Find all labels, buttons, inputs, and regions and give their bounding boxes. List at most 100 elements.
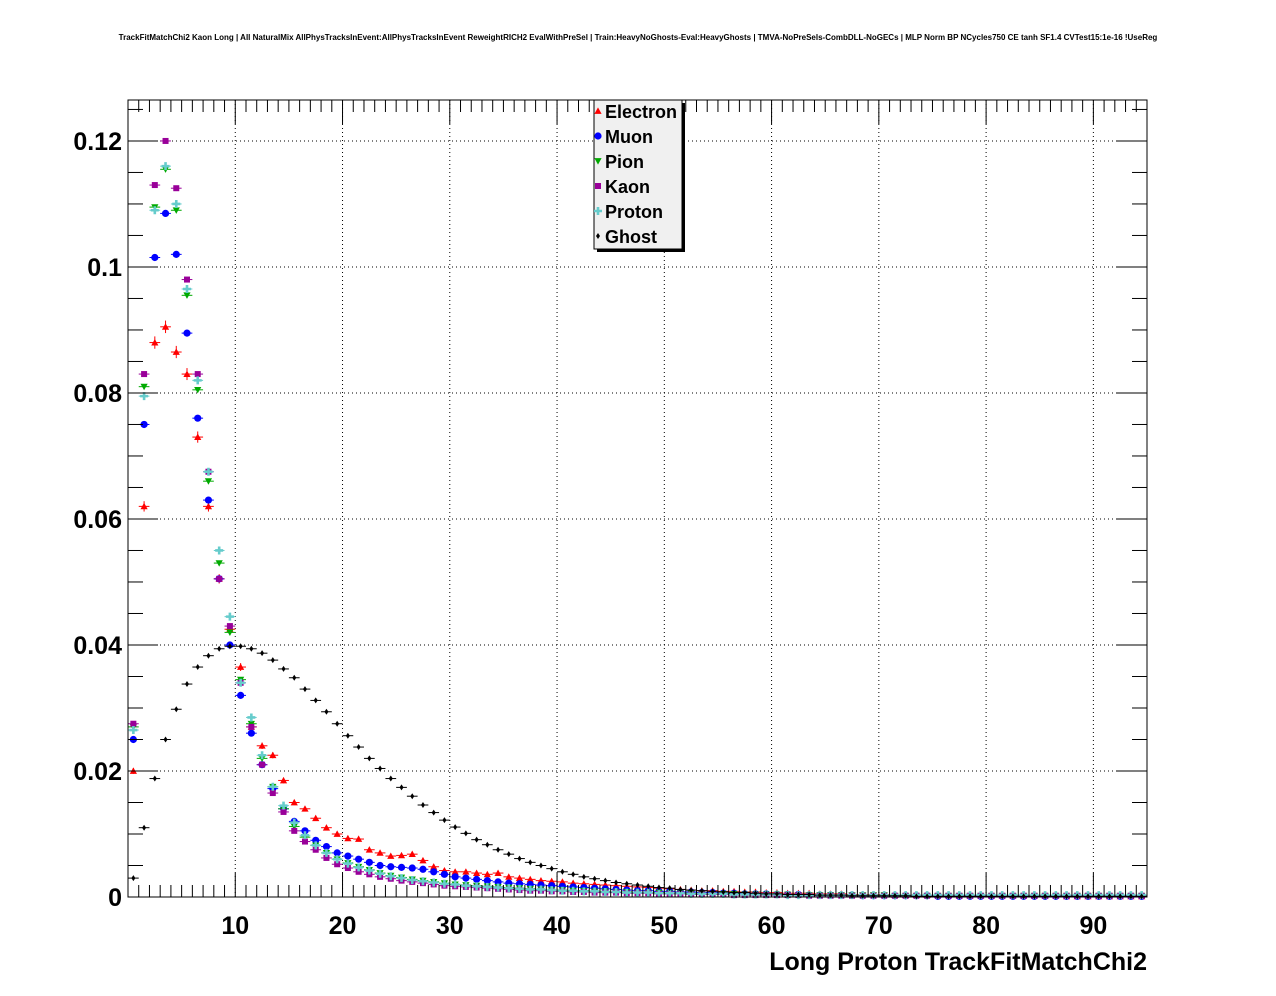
data-point: [558, 886, 567, 895]
data-point: [290, 823, 298, 831]
data-point: [1096, 893, 1101, 900]
data-point: [496, 846, 501, 853]
data-point: [408, 850, 416, 858]
data-point: [654, 889, 663, 898]
data-point: [269, 751, 277, 759]
data-point: [710, 888, 715, 895]
data-point: [451, 880, 460, 889]
data-point: [291, 827, 298, 834]
data-point: [386, 872, 395, 881]
data-point: [687, 889, 696, 898]
data-point: [237, 663, 245, 670]
x-tick-label: 60: [758, 912, 786, 940]
data-point: [494, 883, 503, 892]
legend-label-ghost: Ghost: [605, 227, 657, 247]
data-point: [248, 723, 255, 730]
data-point: [387, 852, 395, 859]
data-point: [130, 720, 137, 727]
data-point: [537, 877, 545, 884]
data-point: [378, 765, 383, 772]
data-point: [300, 831, 309, 840]
data-point: [451, 868, 459, 875]
data-point: [785, 891, 790, 898]
x-tick-label: 90: [1079, 912, 1107, 940]
data-point: [322, 824, 331, 831]
data-point: [172, 207, 180, 214]
data-point: [410, 793, 415, 800]
data-point: [462, 868, 470, 875]
data-point: [646, 883, 651, 890]
data-point: [536, 885, 545, 894]
data-point: [397, 874, 406, 883]
data-point: [485, 841, 490, 848]
data-point: [635, 882, 640, 889]
x-tick-label: 80: [972, 912, 1000, 940]
data-point: [355, 868, 362, 875]
data-point: [237, 691, 245, 699]
data-point: [968, 893, 973, 900]
data-point: [1107, 893, 1112, 900]
data-point: [742, 889, 747, 896]
data-point: [312, 846, 319, 853]
data-point: [365, 846, 373, 853]
data-point: [333, 830, 341, 837]
data-point: [312, 836, 320, 844]
legend: Electron Muon Pion Kaon Proton Ghost: [593, 99, 685, 252]
data-point: [473, 875, 481, 883]
x-tick-label: 70: [865, 912, 893, 940]
data-point: [183, 370, 191, 377]
data-point: [571, 871, 576, 878]
data-point: [569, 886, 578, 895]
data-point: [365, 858, 373, 866]
data-point: [1128, 893, 1133, 900]
data-point: [667, 885, 672, 892]
data-point: [258, 751, 267, 760]
data-point: [612, 887, 621, 896]
data-point: [442, 817, 447, 824]
data-point: [322, 848, 331, 857]
data-point: [689, 887, 694, 894]
data-point: [140, 392, 149, 401]
data-point: [505, 873, 513, 880]
data-point: [204, 496, 213, 504]
data-point: [195, 664, 200, 671]
data-point: [451, 873, 459, 881]
data-point: [1043, 893, 1048, 900]
data-point: [592, 875, 597, 882]
data-point: [614, 879, 619, 886]
data-point: [249, 645, 254, 652]
y-tick-label: 0: [108, 884, 122, 912]
data-point: [323, 854, 330, 861]
data-point: [217, 645, 222, 652]
data-point: [151, 253, 159, 262]
data-point: [247, 713, 256, 722]
legend-marker-pion: [594, 158, 602, 165]
legend-label-muon: Muon: [605, 127, 653, 147]
data-point: [227, 643, 232, 650]
data-point: [356, 744, 361, 751]
data-point: [324, 708, 329, 715]
y-tick-label: 0.04: [73, 632, 122, 660]
data-point: [1000, 893, 1005, 900]
data-point: [259, 761, 266, 768]
data-point: [174, 706, 179, 713]
data-point: [1053, 893, 1058, 900]
data-point: [281, 665, 286, 672]
data-point: [1086, 893, 1091, 900]
data-point: [989, 893, 994, 900]
data-point: [440, 879, 449, 888]
data-point: [225, 612, 234, 621]
data-point: [279, 776, 288, 784]
data-point: [161, 209, 170, 218]
data-point: [935, 893, 940, 900]
data-point: [387, 863, 395, 871]
data-point: [538, 862, 543, 869]
data-point: [462, 874, 470, 882]
y-tick-label: 0.12: [73, 128, 122, 156]
data-point: [260, 650, 265, 657]
y-tick-label: 0.02: [73, 758, 122, 786]
data-point: [957, 893, 962, 900]
data-point: [601, 887, 610, 896]
data-point: [515, 884, 524, 893]
